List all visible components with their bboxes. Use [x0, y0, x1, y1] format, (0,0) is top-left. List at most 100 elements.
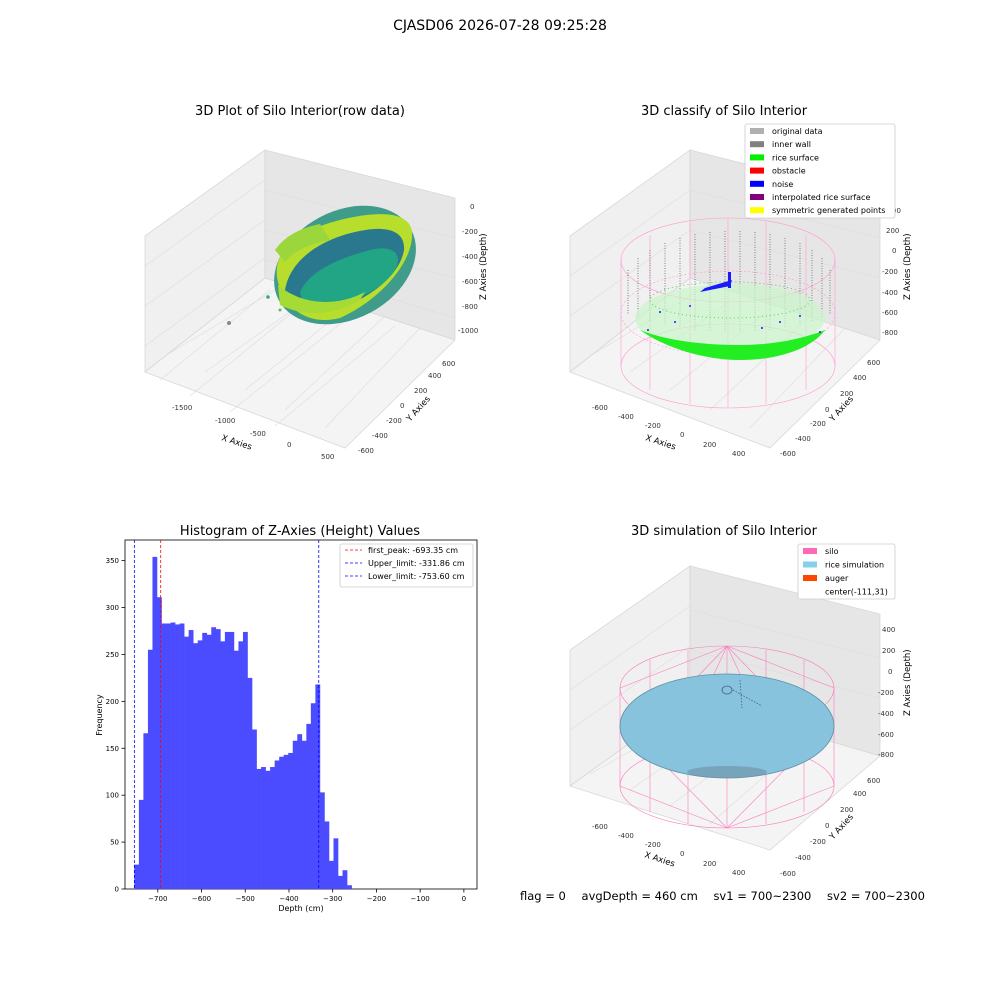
legend-swatch: [750, 141, 764, 148]
simulation-xtick: 400: [732, 869, 745, 877]
histogram-bar: [211, 627, 217, 889]
status-avg-depth: avgDepth = 460 cm: [581, 889, 698, 903]
raw-xtick: -500: [250, 430, 266, 438]
legend-swatch: [803, 561, 817, 568]
simulation-ztick: -800: [878, 751, 894, 759]
classify-xtick: -400: [618, 413, 634, 421]
classify-ztick: -800: [882, 329, 898, 337]
raw-z-ticks: 0 -200 -400 -600 -800 -1000: [458, 203, 478, 335]
histogram-bar: [315, 684, 321, 889]
histogram-x-ticks: −700 −600 −500 −400 −300 −200 −100 0: [148, 889, 466, 903]
histogram-legend-entry: Upper_limit: -331.86 cm: [368, 559, 465, 568]
histogram-bar: [338, 875, 343, 889]
raw-x-ticks: -1500 -1000 -500 0 500: [172, 404, 334, 461]
status-sv1: sv1 = 700~2300: [713, 889, 812, 903]
simulation-plot-title: 3D simulation of Silo Interior: [631, 524, 817, 539]
histogram-bar: [301, 740, 307, 889]
simulation-ztick: -200: [878, 689, 894, 697]
histogram-bar: [265, 770, 271, 889]
classify-z-ticks: 00 200 0 -200 -400 -600 -800: [882, 207, 901, 337]
classify-x-ticks: -600 -400 -200 0 200 400: [592, 404, 745, 458]
histogram-bar: [179, 623, 185, 889]
histogram-xtick-label: −600: [192, 895, 211, 903]
histogram-bar: [261, 767, 266, 889]
raw-x-axis-label: X Axies: [220, 433, 253, 452]
raw-xtick: -1000: [215, 417, 235, 425]
simulation-ytick: -200: [810, 838, 826, 846]
simulation-xtick: -200: [645, 841, 661, 849]
simulation-xtick: -600: [592, 823, 608, 831]
simulation-ztick: 400: [882, 626, 895, 634]
histogram-bar: [310, 703, 316, 889]
histogram-bar: [220, 641, 226, 889]
histogram-bar: [206, 634, 212, 889]
histogram-reference-lines: [133, 540, 320, 889]
raw-ytick: -200: [386, 417, 402, 425]
histogram-y-axis-label: Frequency: [95, 694, 104, 736]
classify-y-axis-label: Y Axies: [827, 394, 856, 425]
classify-xtick: -200: [645, 422, 661, 430]
raw-z-axis-label: Z Axies (Depth): [479, 233, 489, 300]
legend-entry: noise: [772, 180, 793, 189]
histogram-xtick-label: −200: [367, 895, 386, 903]
histogram-xtick-label: −400: [279, 895, 298, 903]
simulation-y-axis-label: Y Axies: [827, 812, 856, 843]
histogram-bar: [252, 729, 257, 889]
legend-swatch: [750, 180, 764, 187]
legend-swatch: [750, 167, 764, 174]
raw-ytick: 200: [414, 387, 427, 395]
raw-ztick: -600: [462, 278, 478, 286]
classify-ztick: -400: [882, 289, 898, 297]
legend-swatch: [750, 154, 764, 161]
histogram-bar: [193, 643, 199, 889]
histogram-bar: [134, 864, 140, 889]
raw-plot-title: 3D Plot of Silo Interior(row data): [195, 104, 405, 119]
histogram-y-ticks: 0 50 100 150 200 250 300 350: [106, 557, 125, 894]
legend-entry: symmetric generated points: [772, 206, 885, 215]
histogram-ytick-label: 250: [106, 651, 119, 659]
histogram-bar: [152, 556, 158, 889]
histogram-bar: [233, 650, 239, 889]
histogram-xtick-label: −300: [323, 895, 342, 903]
histogram-bar: [256, 768, 262, 889]
raw-ytick: -600: [358, 447, 374, 455]
histogram-bar: [306, 723, 312, 889]
classify-ztick: 200: [886, 227, 899, 235]
histogram-bar: [333, 838, 339, 889]
histogram-bar: [292, 740, 298, 889]
legend-entry: rice simulation: [825, 561, 884, 570]
histogram-xtick-label: −700: [148, 895, 167, 903]
histogram-bar: [297, 734, 303, 889]
status-line: flag = 0 avgDepth = 460 cm sv1 = 700~230…: [520, 889, 937, 903]
classify-ztick: -600: [882, 309, 898, 317]
histogram-bar: [342, 870, 348, 889]
raw-xtick: 500: [321, 453, 334, 461]
raw-ytick: -400: [372, 432, 388, 440]
histogram-bar: [170, 622, 176, 889]
raw-ztick: -800: [462, 303, 478, 311]
status-sv2: sv2 = 700~2300: [827, 889, 925, 903]
simulation-ytick: -600: [780, 870, 796, 878]
histogram-x-axis-label: Depth (cm): [278, 904, 323, 913]
classify-plot-title: 3D classify of Silo Interior: [640, 104, 808, 119]
histogram-bar: [283, 754, 289, 889]
figure-title: CJASD06 2026-07-28 09:25:28: [393, 18, 607, 34]
histogram-bar: [188, 630, 194, 889]
classify-ytick: 0: [825, 406, 829, 414]
classify-z-axis-label: Z Axies (Depth): [903, 233, 913, 300]
simulation-ztick: -400: [878, 710, 894, 718]
histogram-bar: [166, 623, 171, 889]
histogram-bar: [270, 767, 275, 889]
classify-xtick: 200: [703, 441, 716, 449]
histogram-bar: [328, 860, 334, 889]
histogram-xtick-label: −500: [236, 895, 255, 903]
simulation-ztick: 200: [882, 647, 895, 655]
histogram-bar: [319, 792, 325, 889]
histogram-bar: [347, 885, 352, 889]
simulation-xtick: 200: [703, 860, 716, 868]
simulation-rice-surface: [619, 673, 835, 779]
histogram-bar: [242, 631, 248, 889]
histogram-ytick-label: 0: [115, 886, 119, 894]
raw-ztick: -400: [462, 253, 478, 261]
classify-xtick: 0: [680, 431, 684, 439]
